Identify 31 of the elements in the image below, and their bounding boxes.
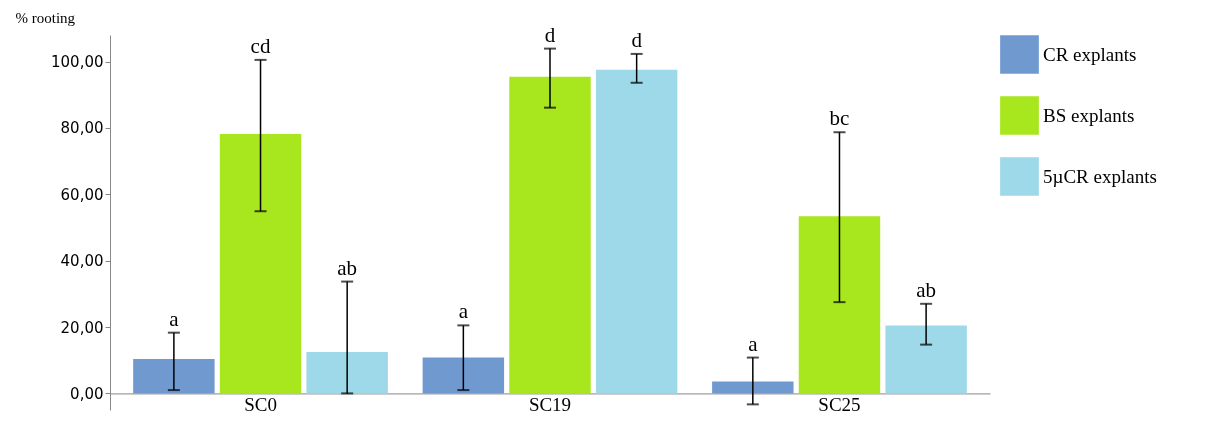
annotation: bc bbox=[829, 106, 850, 131]
annotation: ab bbox=[916, 277, 937, 302]
annotation: d bbox=[631, 27, 643, 52]
bar bbox=[798, 216, 881, 394]
annotation: a bbox=[169, 306, 180, 331]
y-tick-label: 40,00 bbox=[60, 252, 104, 271]
x-tick-label: SC0 bbox=[244, 393, 277, 415]
annotation: d bbox=[544, 22, 556, 47]
x-tick-label: SC25 bbox=[818, 393, 861, 415]
bar bbox=[885, 325, 967, 394]
annotation: a bbox=[458, 299, 469, 324]
annotation: cd bbox=[250, 33, 271, 58]
y-tick-label: 0,00 bbox=[70, 384, 104, 403]
y-tick-label: 60,00 bbox=[60, 185, 104, 204]
bar bbox=[595, 69, 678, 394]
annotation: a bbox=[748, 331, 759, 356]
bar bbox=[133, 358, 215, 394]
legend-label: CR explants bbox=[1043, 43, 1137, 65]
bar bbox=[422, 357, 505, 394]
bar bbox=[219, 133, 302, 394]
y-axis-title: % rooting bbox=[15, 9, 76, 26]
y-tick-label: 80,00 bbox=[60, 119, 104, 138]
bar bbox=[509, 76, 591, 394]
y-tick-label: 20,00 bbox=[60, 318, 104, 337]
y-tick-label: 100,00 bbox=[51, 53, 104, 72]
annotation: ab bbox=[337, 255, 358, 280]
x-tick-label: SC19 bbox=[528, 393, 572, 415]
bar bbox=[712, 381, 794, 394]
legend-label: BS explants bbox=[1043, 104, 1135, 126]
bar bbox=[306, 351, 388, 394]
legend-label: 5µCR explants bbox=[1043, 165, 1157, 187]
